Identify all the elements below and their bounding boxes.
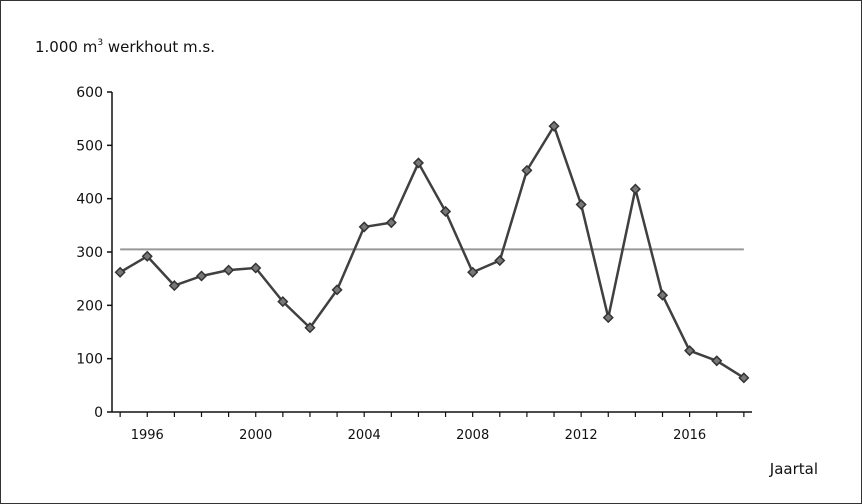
data-point	[684, 345, 696, 357]
data-point	[467, 266, 479, 278]
data-point	[385, 217, 397, 229]
y-tick-label: 200	[76, 298, 103, 314]
y-tick-label: 300	[76, 245, 103, 261]
data-point	[114, 266, 126, 278]
data-point	[548, 120, 560, 132]
data-point	[195, 270, 208, 282]
x-tick-label: 2004	[348, 428, 381, 443]
data-point	[358, 221, 370, 233]
data-point	[304, 322, 316, 334]
x-axis-label: Jaartal	[769, 460, 818, 478]
data-point	[277, 296, 289, 308]
x-tick-label: 2008	[456, 428, 489, 443]
y-tick-label: 600	[76, 85, 103, 101]
data-point	[656, 289, 669, 301]
data-point	[223, 264, 235, 276]
data-point	[250, 262, 262, 274]
data-point	[141, 250, 153, 262]
data-point	[575, 198, 587, 211]
y-tick-label: 500	[76, 138, 103, 154]
data-point	[168, 280, 180, 292]
x-tick-label: 2012	[565, 428, 598, 443]
x-tick-label: 2000	[239, 428, 272, 443]
data-point	[439, 205, 452, 218]
data-point	[738, 372, 750, 384]
data-point	[412, 157, 425, 169]
x-tick-label: 2016	[673, 428, 706, 443]
data-point	[602, 312, 614, 324]
y-axis-label: 1.000 m3 werkhout m.s.	[35, 38, 215, 56]
y-tick-label: 400	[76, 192, 103, 208]
x-tick-label: 1996	[131, 428, 164, 443]
y-tick-label: 100	[76, 352, 103, 368]
series-line	[119, 124, 745, 379]
data-point	[711, 355, 723, 367]
y-tick-label: 0	[94, 405, 103, 421]
data-point	[521, 164, 533, 176]
data-point	[331, 284, 343, 296]
data-point	[629, 183, 641, 195]
data-point	[494, 254, 506, 267]
